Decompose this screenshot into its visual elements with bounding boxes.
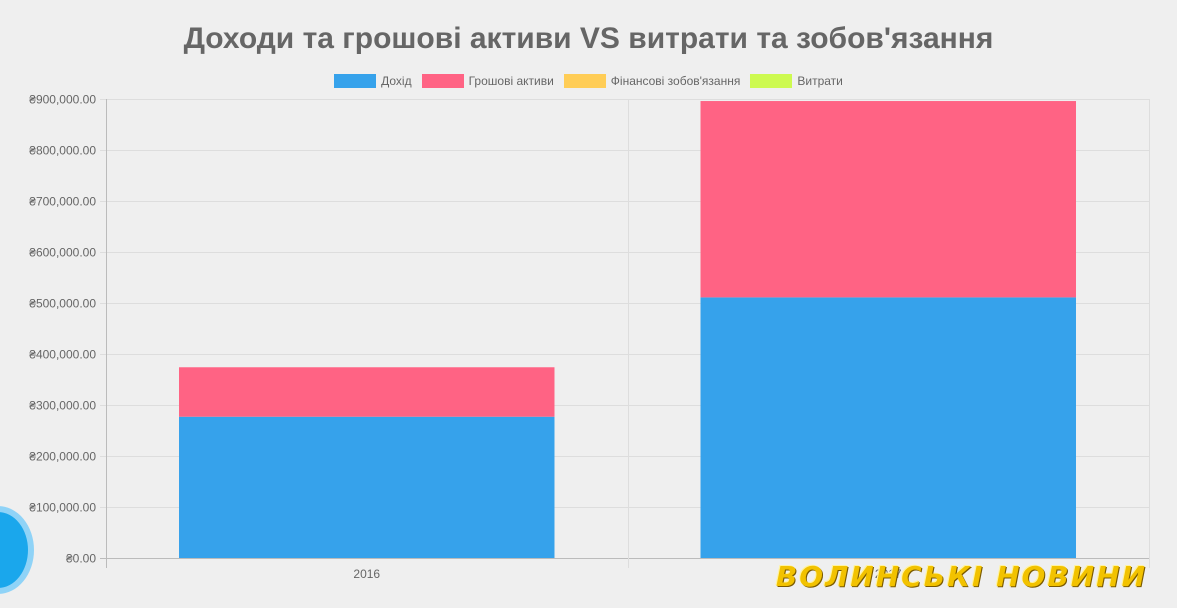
y-tick-label: ₴500,000.00	[29, 297, 96, 311]
bar-2016-series-1	[179, 367, 555, 417]
y-tick-label: ₴300,000.00	[29, 399, 96, 413]
legend-swatch-liabilities	[563, 74, 606, 88]
y-tick-label: ₴700,000.00	[29, 195, 96, 209]
legend-label-income: Дохід	[381, 74, 412, 88]
legend-label-cash-assets: Грошові активи	[468, 74, 554, 88]
legend-item-liabilities[interactable]: Фінансові зобов'язання	[563, 74, 741, 88]
legend-label-expenses: Витрати	[797, 74, 843, 88]
legend-swatch-expenses	[750, 74, 793, 88]
y-tick-label: ₴0.00	[66, 552, 96, 566]
y-tick-label: ₴100,000.00	[29, 501, 96, 515]
legend-label-liabilities: Фінансові зобов'язання	[610, 74, 741, 88]
x-tick-label: 2017	[875, 567, 902, 581]
y-tick-label: ₴200,000.00	[29, 450, 96, 464]
y-tick-label: ₴900,000.00	[29, 93, 96, 107]
bar-2017-series-0	[700, 297, 1076, 558]
legend-item-cash-assets[interactable]: Грошові активи	[421, 74, 554, 88]
legend-swatch-income	[334, 74, 377, 88]
chart-title: Доходи та грошові активи VS витрати та з…	[183, 22, 994, 55]
legend-swatch-cash-assets	[421, 74, 464, 88]
watermark-logo: ВОЛИНСЬКІ НОВИНИ	[775, 560, 1147, 593]
bar-2016-series-0	[179, 416, 555, 558]
chart-legend: Дохід Грошові активи Фінансові зобов'яза…	[0, 74, 1177, 88]
y-tick-label: ₴400,000.00	[29, 348, 96, 362]
x-tick-label: 2016	[353, 567, 380, 581]
y-tick-label: ₴800,000.00	[29, 144, 96, 158]
bar-2017-series-1	[700, 101, 1076, 298]
legend-item-income[interactable]: Дохід	[334, 74, 412, 88]
legend-item-expenses[interactable]: Витрати	[750, 74, 843, 88]
y-tick-label: ₴600,000.00	[29, 246, 96, 260]
